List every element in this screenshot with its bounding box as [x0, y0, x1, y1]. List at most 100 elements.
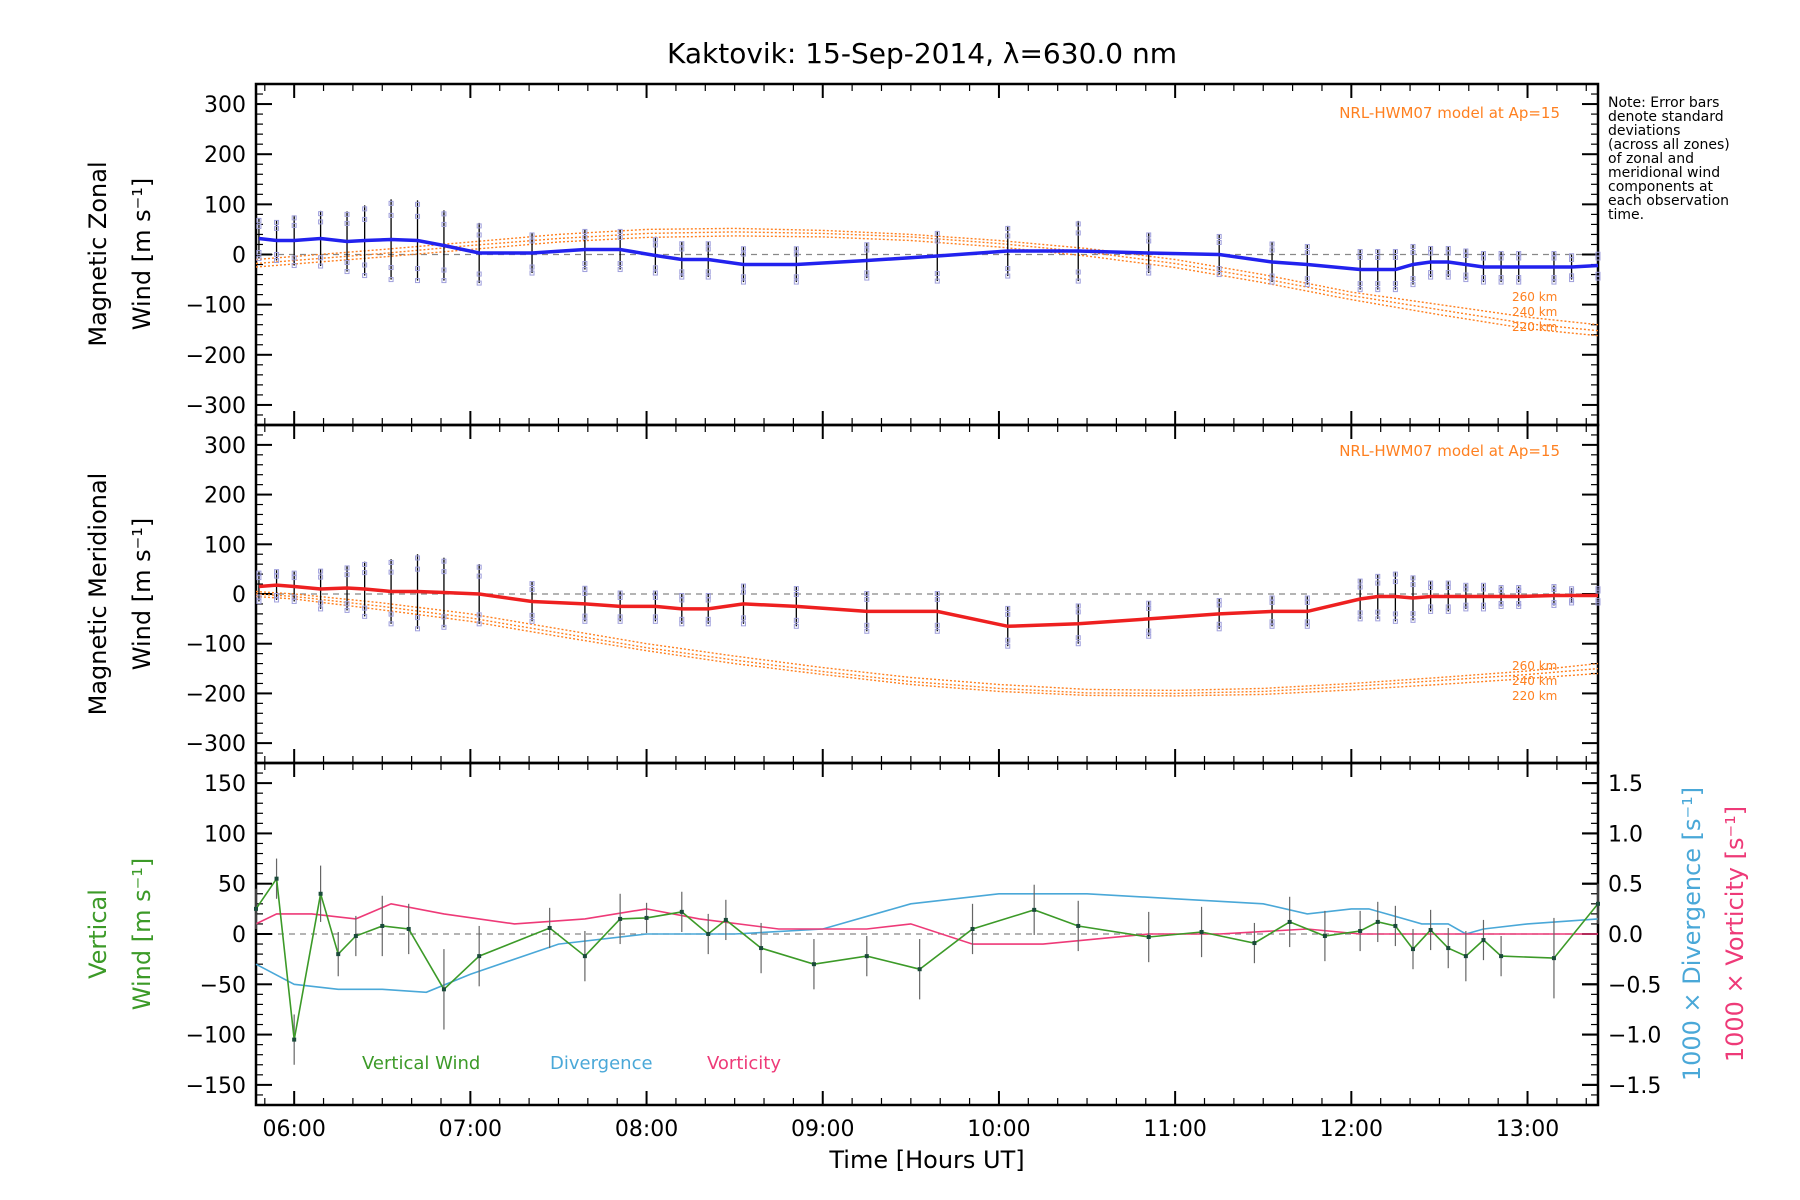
zonal-zone-point [864, 270, 870, 276]
zonal-zone-point [934, 230, 940, 236]
zonal-zone-point [256, 217, 262, 223]
meridional-zone-point [344, 601, 350, 607]
zonal-model-curve [255, 235, 1599, 337]
meridional-zone-point [1498, 588, 1504, 594]
zonal-zone-point [652, 237, 658, 243]
vertical-wind-point [1146, 935, 1151, 940]
zonal-zone-point [1269, 247, 1275, 253]
meridional-model-curve [255, 593, 1599, 695]
meridional-zone-point [1216, 626, 1222, 632]
zonal-zone-point [318, 219, 324, 225]
meridional-zone-point [415, 615, 421, 621]
meridional-zone-point [1375, 580, 1381, 586]
zonal-zone-point [1463, 248, 1469, 254]
meridional-zone-point [318, 574, 324, 580]
zonal-zone-point [1410, 282, 1416, 288]
meridional-zone-point [1516, 588, 1522, 594]
vertical-wind-point [759, 946, 764, 951]
meridional-zone-point [476, 564, 482, 570]
zonal-zone-point [1146, 270, 1152, 276]
zonal-zone-point [476, 280, 482, 286]
zonal-zone-point [1516, 250, 1522, 256]
zonal-zone-point [1357, 287, 1363, 293]
zonal-zone-point [1269, 273, 1275, 279]
meridional-zone-point [864, 622, 870, 628]
zonal-zone-point [441, 267, 447, 273]
meridional-zone-point [793, 586, 799, 592]
zonal-zone-point [1480, 275, 1486, 281]
vertical-ytick-label: 0 [232, 923, 246, 948]
meridional-zone-point [441, 614, 447, 620]
zonal-zone-point [291, 263, 297, 269]
zonal-zone-point [740, 274, 746, 280]
zonal-zone-point [476, 223, 482, 229]
vertical-wind-point [706, 932, 711, 936]
meridional-zone-point [1569, 588, 1575, 594]
zonal-ytick-label: −200 [186, 344, 246, 369]
zonal-zone-point [617, 261, 623, 267]
zonal-zone-point [1498, 279, 1504, 285]
meridional-zone-point [740, 621, 746, 627]
vertical-wind-point [441, 987, 446, 992]
meridional-zone-point [1428, 585, 1434, 591]
meridional-zone-point [1551, 602, 1557, 608]
meridional-ytick-label: −100 [186, 633, 246, 658]
meridional-zone-point [582, 585, 588, 591]
zonal-zone-point [441, 211, 447, 217]
meridional-zone-point [415, 555, 421, 561]
xtick-label: 09:00 [791, 1117, 854, 1142]
zonal-zone-point [1005, 273, 1011, 279]
vertical-wind-point [1499, 954, 1504, 959]
meridional-ytick-label: 200 [204, 484, 246, 509]
zonal-zone-point [705, 241, 711, 247]
zonal-zone-point [415, 266, 421, 272]
zonal-zone-point [1146, 238, 1152, 244]
zonal-model-curve [255, 227, 1599, 326]
zonal-zone-point [679, 269, 685, 275]
meridional-zone-point [256, 598, 262, 604]
note-line: each observation [1608, 193, 1729, 209]
zonal-zone-point [1480, 250, 1486, 256]
meridional-zone-point [1551, 587, 1557, 593]
meridional-ytick-label: 0 [232, 583, 246, 608]
meridional-zone-point [318, 606, 324, 612]
zonal-zone-point [1551, 275, 1557, 281]
zonal-zone-point [1516, 255, 1522, 261]
zonal-zone-point [476, 232, 482, 238]
zonal-zone-point [793, 251, 799, 257]
zonal-zone-point [1269, 279, 1275, 285]
zonal-zone-point [274, 219, 280, 225]
zonal-zone-point [318, 211, 324, 217]
legend-vorticity: Vorticity [707, 1053, 781, 1074]
zonal-zone-point [1480, 279, 1486, 285]
zonal-ytick-label: 300 [204, 93, 246, 118]
meridional-zone-point [1516, 585, 1522, 591]
chart-title: Kaktovik: 15-Sep-2014, λ=630.0 nm [667, 37, 1177, 70]
meridional-zone-point [362, 561, 368, 567]
zonal-zone-point [1445, 245, 1451, 251]
meridional-zone-point [679, 597, 685, 603]
zonal-zone-point [1480, 255, 1486, 261]
zonal-zone-point [318, 263, 324, 269]
meridional-zone-point [1357, 578, 1363, 584]
meridional-zone-point [362, 613, 368, 619]
zonal-zone-point [291, 215, 297, 221]
zonal-ytick-label: −100 [186, 294, 246, 319]
zonal-zone-point [1375, 248, 1381, 254]
meridional-zone-point [864, 628, 870, 634]
meridional-model-curve-label: 220 km [1512, 689, 1557, 703]
meridional-zone-point [652, 618, 658, 624]
zonal-zone-point [934, 278, 940, 284]
vertical-wind-point [679, 909, 684, 914]
meridional-zone-point [934, 628, 940, 634]
vertical-ylabel-line1: Vertical [84, 889, 112, 979]
divergence-y2label: 1000 × Divergence [s⁻¹] [1678, 787, 1706, 1081]
meridional-zone-point [441, 558, 447, 564]
zonal-zone-point [1463, 253, 1469, 259]
zonal-zone-point [1392, 255, 1398, 261]
meridional-zone-point [582, 591, 588, 597]
meridional-zone-point [1146, 633, 1152, 639]
meridional-zone-point [1480, 586, 1486, 592]
vertical-wind-point [644, 915, 649, 920]
zonal-zone-point [1304, 276, 1310, 282]
